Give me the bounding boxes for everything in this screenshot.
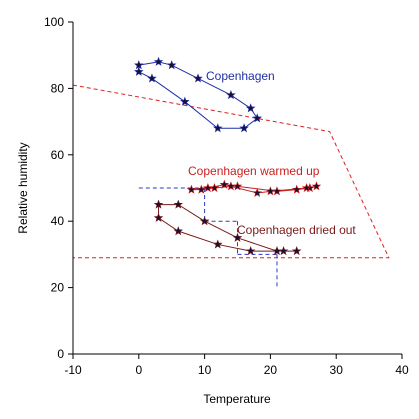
- data-point-star: [153, 56, 164, 66]
- data-point-star: [239, 123, 249, 133]
- series-line-2: [158, 204, 297, 252]
- y-tick-label: 80: [51, 81, 65, 95]
- data-point-star: [173, 199, 184, 209]
- annotation-copenhagen-warmed-up: Copenhagen warmed up: [188, 164, 320, 178]
- data-point-star: [226, 90, 236, 100]
- data-point-star: [265, 186, 276, 196]
- data-point-star: [209, 182, 220, 193]
- data-point-star: [311, 181, 322, 191]
- data-point-star: [278, 246, 289, 256]
- data-point-star: [199, 216, 210, 226]
- data-point-star: [147, 73, 157, 83]
- data-point-star: [166, 60, 177, 70]
- x-axis-title: Temperature: [203, 392, 271, 406]
- data-point-star: [245, 246, 256, 256]
- data-point-star: [291, 246, 302, 256]
- data-point-star: [291, 184, 302, 194]
- y-tick-label: 20: [51, 281, 65, 295]
- data-point-star: [196, 184, 207, 194]
- envelope-layer: [72, 84, 390, 259]
- data-point-star: [252, 187, 263, 198]
- data-point-star: [245, 103, 256, 113]
- y-tick-label: 40: [51, 214, 65, 228]
- data-point-star: [134, 66, 144, 76]
- data-point-star: [212, 123, 223, 133]
- x-tick-label: 20: [264, 363, 278, 377]
- data-point-star: [180, 96, 190, 106]
- envelope-line: [72, 84, 390, 259]
- y-tick-label: 60: [51, 148, 65, 162]
- x-tick-label: 0: [135, 363, 142, 377]
- y-tick-label: 100: [44, 15, 64, 29]
- data-point-star: [226, 181, 236, 191]
- y-tick-label: 0: [57, 347, 64, 361]
- y-axis-title: Relative humidity: [16, 142, 30, 233]
- data-point-star: [153, 212, 164, 222]
- data-point-star: [173, 226, 184, 236]
- data-point-star: [193, 73, 203, 83]
- annotation-copenhagen: Copenhagen: [206, 69, 275, 83]
- series-layer: [134, 56, 322, 256]
- x-tick-label: 30: [330, 363, 344, 377]
- x-tick-label: -10: [64, 363, 82, 377]
- data-point-star: [219, 179, 230, 189]
- data-point-star: [153, 199, 164, 209]
- data-point-star: [186, 184, 197, 194]
- x-tick-label: 40: [395, 363, 409, 377]
- data-point-star: [232, 232, 243, 242]
- data-point-star: [212, 239, 223, 249]
- x-tick-label: 10: [198, 363, 212, 377]
- annotation-copenhagen-dried-out: Copenhagen dried out: [237, 223, 356, 237]
- axes: [72, 22, 402, 355]
- data-point-star: [252, 113, 263, 123]
- data-point-star: [301, 182, 312, 193]
